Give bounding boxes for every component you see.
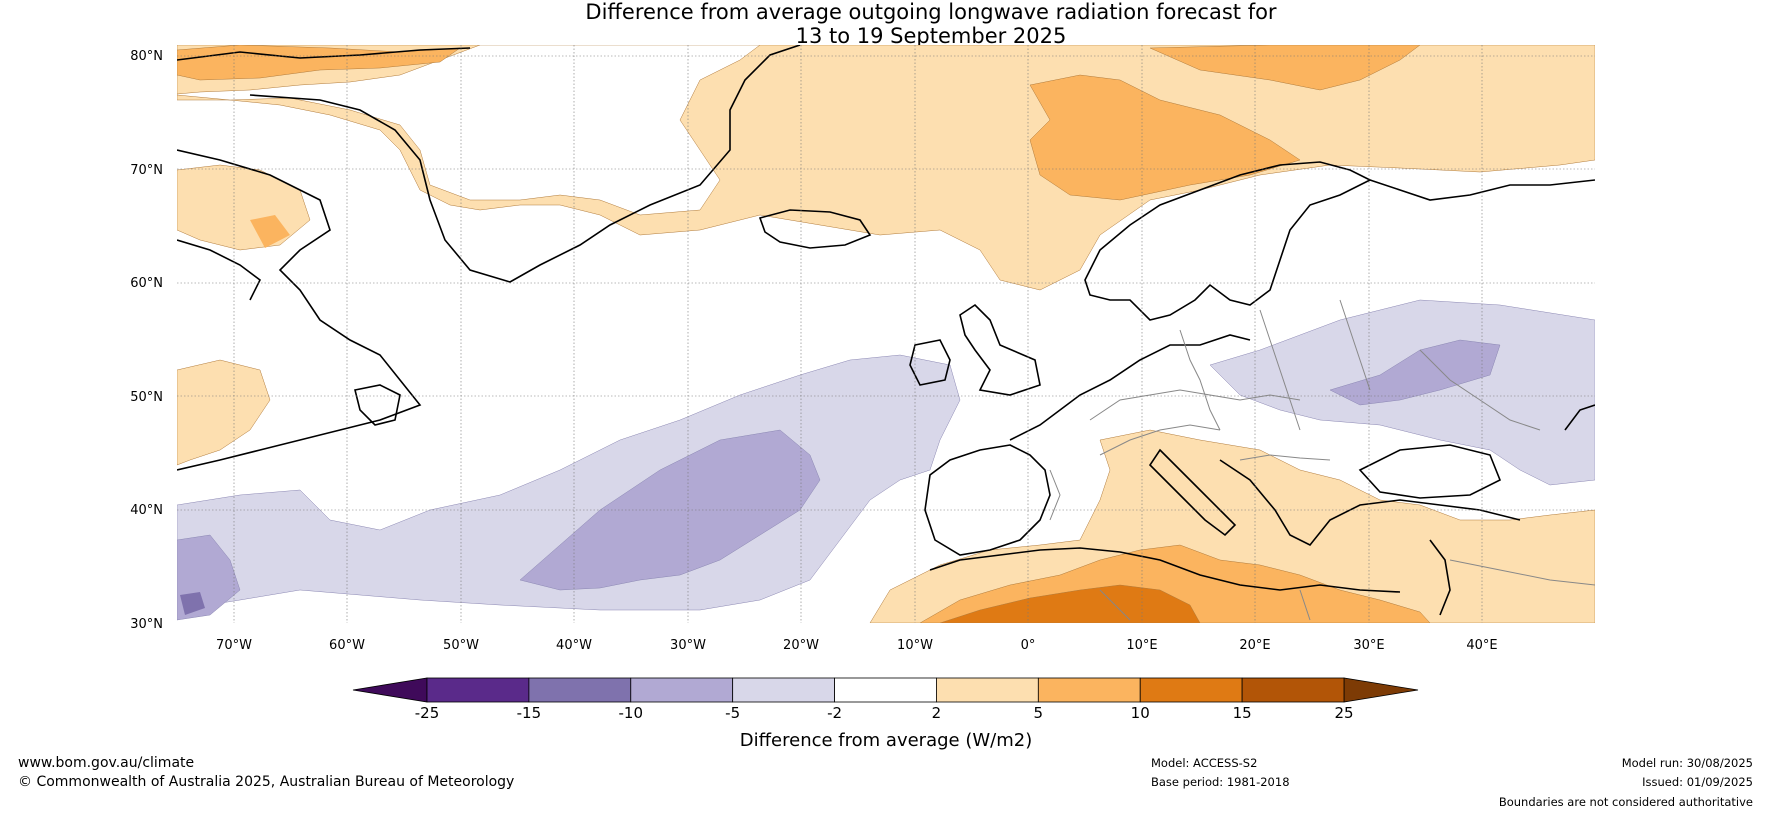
footer-website: www.bom.gov.au/climate [18, 755, 195, 771]
colorbar-tick-label: 25 [1334, 704, 1353, 722]
map-panel [177, 45, 1595, 623]
colorbar-extend-high [1343, 677, 1419, 703]
coastline-iberia [924, 444, 1051, 556]
lon-label-50w: 50°W [443, 638, 479, 653]
lon-label-20e: 20°E [1239, 638, 1270, 653]
title-line-1: Difference from average outgoing longwav… [585, 0, 1277, 24]
colorbar-swatch [426, 677, 530, 703]
coastline-newfoundland [354, 384, 401, 426]
colorbar-title: Difference from average (W/m2) [740, 730, 1032, 751]
lat-label-70: 70°N [130, 163, 163, 178]
lon-label-70w: 70°W [216, 638, 252, 653]
coastline-italy [1148, 448, 1237, 537]
footer-disclaimer: Boundaries are not considered authoritat… [1498, 795, 1753, 809]
anomaly-area-sahara-strong-positive [939, 584, 1201, 623]
colorbar-tick-label: -2 [827, 704, 842, 722]
title-line-2: 13 to 19 September 2025 [795, 24, 1067, 48]
footer-model-run: Model run: 30/08/2025 [1621, 756, 1753, 770]
lon-label-20w: 20°W [783, 638, 819, 653]
coastline-greenland-north [177, 47, 471, 61]
chart-title: Difference from average outgoing longwav… [0, 0, 1770, 48]
lat-label-30: 30°N [130, 617, 163, 632]
colorbar-tick-label: -25 [415, 704, 440, 722]
colorbar-swatch [528, 677, 632, 703]
lon-label-60w: 60°W [329, 638, 365, 653]
colorbar-swatch [630, 677, 734, 703]
anomaly-area-americas-core-negative [180, 592, 205, 615]
colorbar-tick-label: 2 [932, 704, 942, 722]
lon-label-10w: 10°W [897, 638, 933, 653]
lon-label-0: 0° [1021, 638, 1036, 653]
colorbar-swatch [1037, 677, 1141, 703]
footer-copyright: © Commonwealth of Australia 2025, Austra… [18, 774, 515, 790]
latitude-labels: 30°N 40°N 50°N 60°N 70°N 80°N [130, 49, 163, 632]
coastlines [177, 45, 1595, 616]
anomaly-area-labrador-strong-positive [250, 215, 290, 248]
footer-base-period: Base period: 1981-2018 [1151, 775, 1290, 789]
coastline-levant [1429, 539, 1451, 616]
coastline-iceland [758, 209, 872, 249]
colorbar-tick-label: 10 [1131, 704, 1150, 722]
lat-label-60: 60°N [130, 276, 163, 291]
coastline-north-america [177, 149, 422, 471]
coastline-caspian [1564, 404, 1595, 431]
coastline-great-britain [959, 303, 1041, 396]
coastline-greenland [249, 45, 801, 283]
coastline-balkans [1219, 459, 1521, 547]
colorbar-swatch [834, 677, 937, 703]
colorbar-tick-label: 15 [1233, 704, 1252, 722]
coastline-scandinavia [1084, 161, 1372, 321]
anomaly-area-ukraine-strong-negative [1329, 339, 1501, 406]
coastline-black-sea [1358, 444, 1502, 499]
country-borders [1049, 299, 1595, 621]
lon-label-30w: 30°W [670, 638, 706, 653]
lat-label-80: 80°N [130, 49, 163, 64]
coastline-northern-russia [1369, 179, 1595, 201]
anomaly-area-greenland-north-positive [177, 45, 461, 81]
lat-label-50: 50°N [130, 390, 163, 405]
colorbar-tick-label: -5 [725, 704, 740, 722]
colorbar-tick-label: -15 [517, 704, 542, 722]
colorbar-swatch [732, 677, 835, 703]
colorbar-tick-label: -10 [619, 704, 644, 722]
colorbar-tick-label: 5 [1034, 704, 1044, 722]
anomaly-area-atlantic-negative [177, 354, 961, 611]
lat-label-40: 40°N [130, 503, 163, 518]
colorbar-swatch [1139, 677, 1243, 703]
colorbar-extend-low [352, 677, 428, 703]
footer-issued: Issued: 01/09/2025 [1642, 775, 1753, 789]
footer-model: Model: ACCESS-S2 [1151, 756, 1258, 770]
coastline-baffin [177, 239, 262, 301]
anomaly-area-canada-positive [177, 359, 271, 466]
lon-label-30e: 30°E [1353, 638, 1384, 653]
lon-label-10e: 10°E [1126, 638, 1157, 653]
coastline-ireland [909, 339, 951, 386]
colorbar-swatch [1241, 677, 1345, 703]
longitude-labels: 70°W 60°W 50°W 40°W 30°W 20°W 10°W 0° 10… [216, 638, 1498, 653]
coastline-north-africa [929, 547, 1401, 593]
colorbar-swatch [936, 677, 1039, 703]
coastline-europe [1009, 334, 1251, 441]
lon-label-40e: 40°E [1466, 638, 1497, 653]
anomaly-area-atlantic-strong-negative [519, 429, 821, 591]
anomaly-area-greenland-neutral [177, 45, 761, 216]
colorbar: -25 -15 -10 -5 -2 2 5 10 15 25 Difference from av… [352, 677, 1419, 751]
lon-label-40w: 40°W [556, 638, 592, 653]
